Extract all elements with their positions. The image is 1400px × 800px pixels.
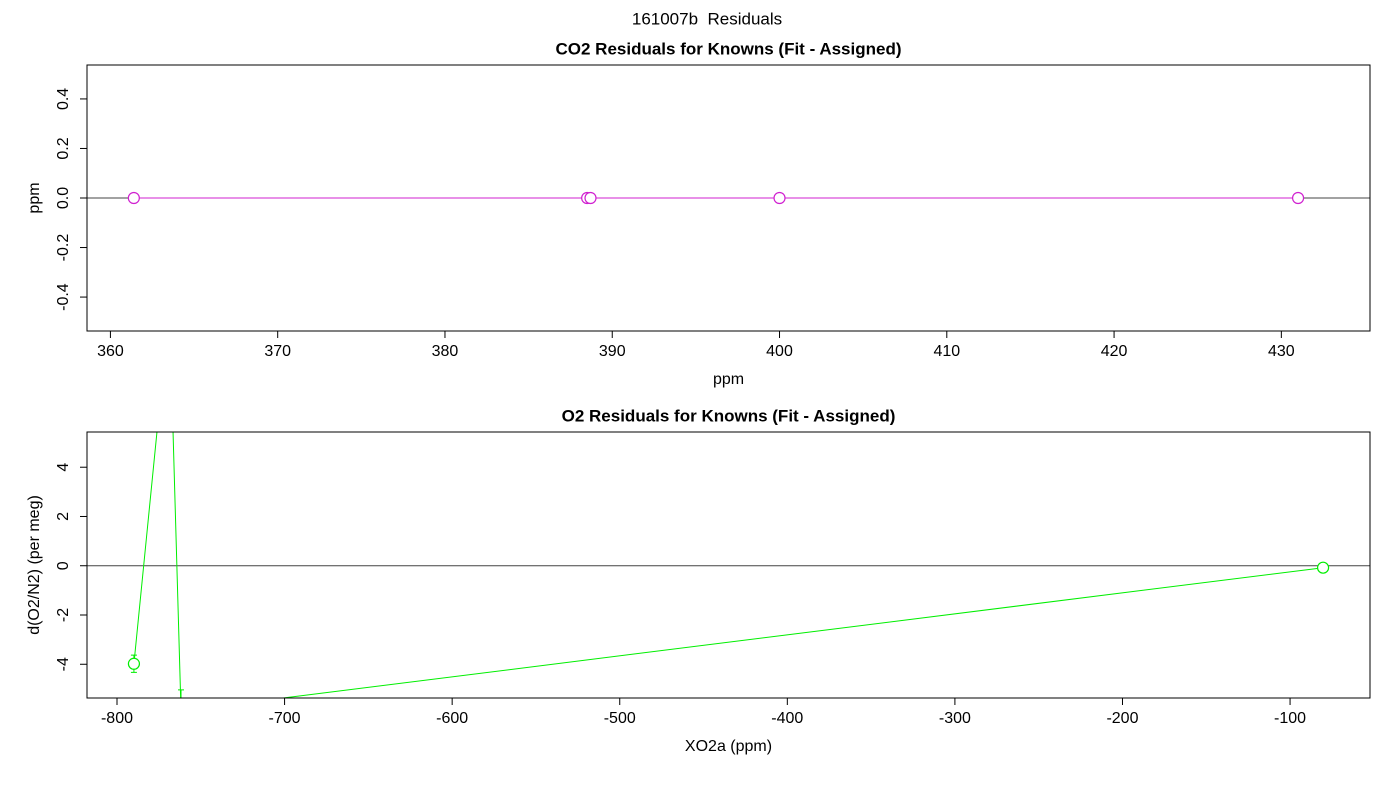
x-tick-label: 420 <box>1101 343 1128 360</box>
x-axis-label: XO2a (ppm) <box>685 738 772 755</box>
data-point <box>773 191 786 205</box>
x-tick-label: 410 <box>933 343 960 360</box>
data-point <box>1316 561 1330 574</box>
x-tick-label: 390 <box>599 343 626 360</box>
data-point <box>1291 191 1305 205</box>
error-bar <box>178 689 185 698</box>
y-tick-label: 0.4 <box>55 88 72 110</box>
plot-area <box>87 432 1370 698</box>
x-tick-label: 360 <box>97 343 124 360</box>
y-tick-label: 2 <box>55 512 72 521</box>
y-tick-label: -2 <box>55 608 72 622</box>
x-tick-label: 400 <box>766 343 793 360</box>
data-point <box>127 191 140 205</box>
y-axis-label: d(O2/N2) (per meg) <box>26 495 43 635</box>
x-tick-label: -600 <box>436 710 468 727</box>
panel-title: CO2 Residuals for Knowns (Fit - Assigned… <box>555 39 901 58</box>
y-tick-label: 4 <box>55 463 72 472</box>
x-tick-label: -100 <box>1274 710 1306 727</box>
figure-title: 161007b Residuals <box>632 9 782 28</box>
x-tick-label: 370 <box>264 343 291 360</box>
plot-frame <box>86 431 1371 699</box>
x-tick-label: -400 <box>771 710 803 727</box>
y-tick-label: 0 <box>55 561 72 570</box>
plot-area <box>87 191 1370 205</box>
y-tick-label: 0.0 <box>55 187 72 209</box>
plot-frame <box>86 64 1371 332</box>
y-tick-label: -0.2 <box>55 234 72 262</box>
panel-title: O2 Residuals for Knowns (Fit - Assigned) <box>562 406 896 425</box>
y-tick-label: -4 <box>55 657 72 671</box>
x-tick-label: -300 <box>939 710 971 727</box>
y-tick-label: 0.2 <box>55 137 72 159</box>
x-axis-label: ppm <box>713 371 744 388</box>
x-tick-label: -500 <box>604 710 636 727</box>
data-point <box>127 657 141 670</box>
series-line <box>133 432 1324 698</box>
x-tick-label: -200 <box>1106 710 1138 727</box>
data-point <box>584 191 597 205</box>
x-tick-label: -700 <box>269 710 301 727</box>
x-tick-label: 380 <box>432 343 459 360</box>
x-tick-label: 430 <box>1268 343 1295 360</box>
y-axis-label: ppm <box>26 182 43 213</box>
y-tick-label: -0.4 <box>55 283 72 311</box>
x-tick-label: -800 <box>101 710 133 727</box>
